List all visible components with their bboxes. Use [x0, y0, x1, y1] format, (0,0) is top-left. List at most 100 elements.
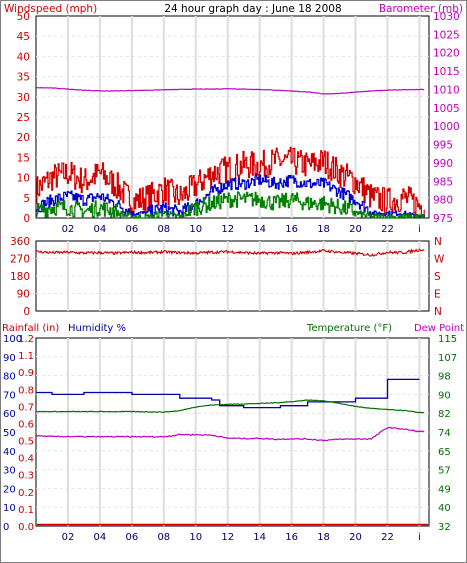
- barometer-axis: 975 980 985 990 995 1000 1005 1010 1015 1020 1025 1…: [433, 11, 460, 225]
- rainfall-tick-8-0.8: 0.8: [18, 385, 34, 396]
- wind-x-tick-i: i: [418, 224, 421, 235]
- barometer-label: Barometer (mb): [379, 3, 463, 15]
- temperature-tick-32: 32: [438, 522, 451, 533]
- barometer-tick-1025: 1025: [433, 29, 460, 41]
- humidity-tick-70: 70: [3, 390, 16, 401]
- windspeed-tick-10: 10: [17, 173, 30, 185]
- direction-tick-270: 270: [10, 254, 30, 266]
- direction-tick-0: 0: [23, 306, 30, 318]
- humidity-tick-10: 10: [3, 503, 16, 514]
- humidity-tick-20: 20: [3, 484, 16, 495]
- series-temperature: [35, 399, 425, 414]
- direction-tick-90: 90: [17, 289, 30, 301]
- climate-x-tick-08: 08: [157, 532, 170, 543]
- direction-series: [35, 248, 425, 257]
- temperature-tick-98: 98: [438, 372, 451, 383]
- temperature-label: Temperature (°F): [306, 323, 392, 334]
- windspeed-tick-50: 50: [17, 11, 30, 23]
- wind-x-tick-16: 16: [285, 224, 298, 235]
- windspeed-tick-15: 15: [17, 152, 30, 164]
- humidity-tick-60: 60: [3, 409, 16, 420]
- wind-x-tick-12: 12: [221, 224, 234, 235]
- wind-x-tick-22: 22: [381, 224, 394, 235]
- barometer-tick-990: 990: [433, 158, 453, 170]
- temperature-tick-49: 49: [438, 484, 451, 495]
- rainfall-tick-2-0.2: 0.2: [18, 488, 34, 499]
- wind-x-tick-20: 20: [349, 224, 362, 235]
- chart-title: 24 hour graph day : June 18 2008: [164, 3, 341, 15]
- temperature-tick-74: 74: [438, 428, 451, 439]
- climate-x-tick-10: 10: [189, 532, 202, 543]
- wind-x-tick-02: 02: [62, 224, 75, 235]
- compass-tick-2-S: S: [434, 271, 441, 283]
- temperature-tick-115: 115: [438, 334, 457, 345]
- climate-x-tick-16: 16: [285, 532, 298, 543]
- temperature-axis: 32 40 49 57 65 74 82 90 98 107 115: [438, 334, 457, 533]
- compass-tick-3-E: E: [434, 289, 441, 301]
- temperature-tick-40: 40: [438, 503, 451, 514]
- windspeed-tick-35: 35: [17, 72, 30, 84]
- wind-x-tick-14: 14: [253, 224, 266, 235]
- climate-x-tick-20: 20: [349, 532, 362, 543]
- climate-panel-grid: [36, 338, 429, 526]
- rainfall-tick-0-0.0: 0.0: [18, 522, 34, 533]
- climate-x-tick-22: 22: [381, 532, 394, 543]
- temperature-tick-57: 57: [438, 466, 451, 477]
- windspeed-tick-0: 0: [23, 213, 30, 225]
- windspeed-tick-40: 40: [17, 51, 30, 63]
- series-dew-point: [35, 426, 425, 442]
- direction-tick-180: 180: [10, 271, 30, 283]
- climate-panel-series: [35, 378, 428, 526]
- compass-tick-0-N: N: [434, 236, 442, 248]
- humidity-axis: 0 10 20 30 40 50 60 70 80 90 100: [3, 334, 22, 533]
- humidity-label: Humidity %: [68, 323, 126, 334]
- series-humidity: [36, 378, 420, 409]
- compass-tick-4-N: N: [434, 306, 442, 318]
- windspeed-tick-25: 25: [17, 112, 30, 124]
- series-windspeed: [36, 146, 425, 219]
- temperature-tick-90: 90: [438, 390, 451, 401]
- barometer-tick-1010: 1010: [433, 84, 460, 96]
- barometer-tick-1020: 1020: [433, 48, 460, 60]
- climate-x-tick-18: 18: [317, 532, 330, 543]
- temperature-tick-65: 65: [438, 447, 451, 458]
- direction-degrees-axis: 0 90 180 270 360: [10, 236, 30, 318]
- rainfall-label: Rainfall (in): [2, 323, 59, 334]
- rainfall-tick-4-0.4: 0.4: [18, 454, 34, 465]
- barometer-tick-985: 985: [433, 176, 453, 188]
- windspeed-axis: 0 5 10 15 20 25 30 35 40 45 50: [17, 11, 30, 225]
- barometer-tick-980: 980: [433, 195, 453, 207]
- series-barometer: [35, 86, 425, 95]
- series-wind-average: [36, 174, 425, 219]
- rainfall-tick-10-1.1: 1.1: [18, 351, 34, 362]
- series-wind-direction: [35, 248, 425, 257]
- humidity-tick-0: 0: [3, 522, 9, 533]
- wind-x-tick-06: 06: [125, 224, 138, 235]
- wind-x-tick-18: 18: [317, 224, 330, 235]
- humidity-tick-100: 100: [3, 334, 22, 345]
- rainfall-tick-5-0.5: 0.5: [18, 437, 34, 448]
- humidity-tick-30: 30: [3, 466, 16, 477]
- climate-x-tick-04: 04: [94, 532, 107, 543]
- humidity-tick-40: 40: [3, 447, 16, 458]
- windspeed-label: Windspeed (mph): [4, 3, 97, 15]
- wind-panel-series: [35, 86, 425, 219]
- wind-x-tick-08: 08: [157, 224, 170, 235]
- climate-x-tick-02: 02: [62, 532, 75, 543]
- rainfall-axis: 0.0 0.1 0.2 0.3 0.4 0.5 0.6 0.7 0.8 0.9 1.1 1.2: [18, 334, 34, 533]
- windspeed-tick-45: 45: [17, 31, 30, 43]
- barometer-tick-1015: 1015: [433, 66, 460, 78]
- barometer-tick-975: 975: [433, 213, 453, 225]
- direction-panel-grid: [36, 241, 429, 311]
- humidity-tick-90: 90: [3, 353, 16, 364]
- climate-x-tick-14: 14: [253, 532, 266, 543]
- temperature-tick-107: 107: [438, 353, 457, 364]
- humidity-tick-80: 80: [3, 372, 16, 383]
- temperature-tick-82: 82: [438, 409, 451, 420]
- barometer-tick-1030: 1030: [433, 11, 460, 23]
- climate-x-tick-i: i: [418, 532, 421, 543]
